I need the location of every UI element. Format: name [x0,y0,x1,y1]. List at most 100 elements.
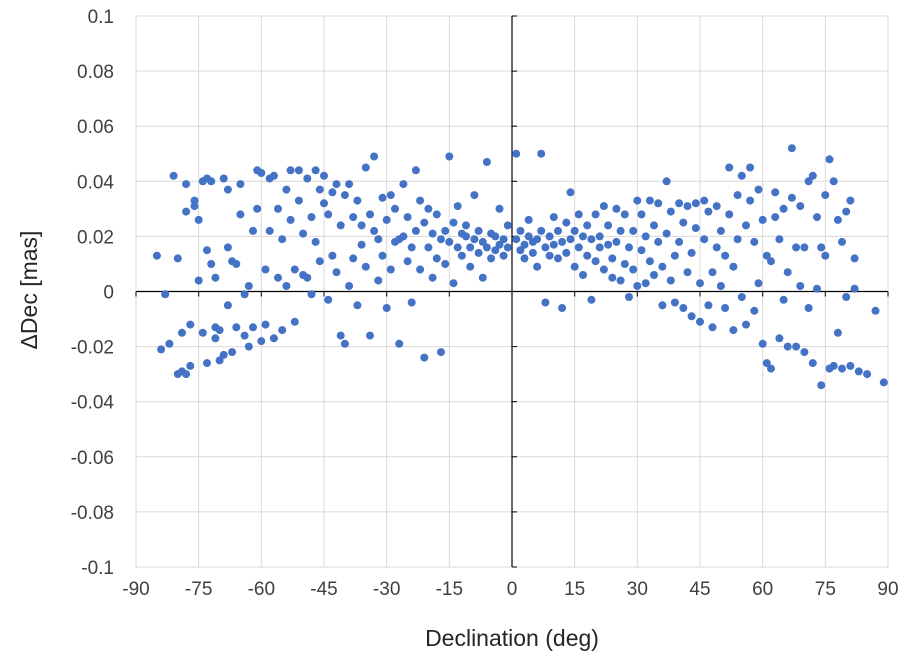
data-point [353,196,362,205]
data-point [783,268,792,277]
data-point [449,279,458,288]
data-point [503,243,512,252]
data-point [829,361,838,370]
data-point [466,243,475,252]
data-point [570,262,579,271]
data-point [616,226,625,235]
data-point [558,237,567,246]
data-point [332,180,341,189]
data-point [783,342,792,351]
data-point [533,235,542,244]
data-point [261,320,270,329]
data-point [746,196,755,205]
data-point [658,301,667,310]
data-point [579,271,587,279]
data-point [800,348,809,357]
data-point [474,226,483,235]
data-point [294,166,303,175]
data-point [324,295,333,304]
data-point [173,254,182,263]
data-point [817,243,826,252]
data-point [650,221,658,230]
data-point [800,243,809,252]
y-axis-title: ΔDec [mas] [16,231,42,350]
data-point [478,237,487,246]
data-point [683,268,692,277]
data-point [796,202,805,211]
data-point [361,163,370,172]
data-point [219,350,228,359]
data-point [311,237,320,246]
data-point [340,339,349,348]
y-tick-label: -0.02 [71,338,114,359]
data-point [357,221,366,230]
data-point [428,273,437,282]
data-point [704,301,713,310]
data-point [274,273,282,282]
data-point [328,188,337,197]
data-point [282,282,291,290]
data-point [328,251,337,260]
data-point [804,304,813,312]
data-point [441,226,450,235]
data-point [767,364,775,373]
data-point [554,226,562,235]
data-point [349,213,358,222]
data-point [286,215,295,224]
data-point [482,158,491,166]
data-point [345,180,354,189]
data-point [570,226,579,235]
data-point [457,251,466,260]
data-point [792,243,801,252]
data-point [370,152,379,161]
data-point [307,213,316,222]
data-point [190,202,199,211]
data-point [249,226,257,235]
data-point [491,232,500,241]
data-point [595,232,604,241]
x-tick-label: 30 [627,579,648,600]
data-point [182,180,191,189]
data-point [445,237,454,246]
data-point [716,226,725,235]
x-tick-label: -45 [310,579,337,600]
data-point [186,320,195,329]
data-point [516,246,525,255]
data-point [411,226,420,235]
data-point [691,199,700,208]
data-point [633,196,642,205]
x-tick-label: 75 [815,579,836,600]
data-point [666,276,675,285]
data-point [541,298,550,307]
data-point [315,257,324,266]
data-point [583,221,592,230]
data-point [152,251,161,260]
x-tick-label: -75 [185,579,212,600]
data-point [670,298,679,307]
data-point [357,240,366,249]
data-point [524,215,533,224]
x-tick-label: 90 [877,579,898,600]
data-point [620,210,629,219]
data-point [524,232,533,241]
data-point [579,232,587,241]
data-point [278,235,287,244]
data-point [294,196,303,205]
data-point [257,169,266,177]
data-point [587,295,596,304]
data-point [750,237,759,246]
data-point [366,210,374,219]
data-point [374,235,383,244]
data-point [232,260,241,268]
axes [135,15,889,568]
data-point [754,279,763,288]
data-point [499,251,508,260]
data-point [303,273,312,282]
data-point [850,254,859,263]
x-tick-label: -60 [248,579,275,600]
data-point [625,243,633,252]
data-point [608,273,617,282]
data-point [190,196,199,205]
data-point [495,204,504,213]
data-point [411,166,420,175]
